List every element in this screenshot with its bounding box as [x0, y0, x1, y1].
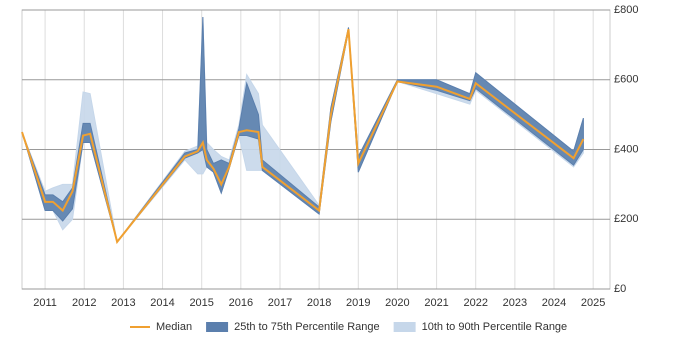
y-tick-label: £800	[614, 4, 638, 16]
x-tick-label: 2018	[307, 297, 331, 309]
x-tick-label: 2019	[346, 297, 370, 309]
legend-label: Median	[156, 321, 192, 333]
x-tick-label: 2012	[72, 297, 96, 309]
x-tick-label: 2024	[542, 297, 566, 309]
median-line	[21, 28, 585, 245]
x-tick-label: 2021	[424, 297, 448, 309]
x-tick-label: 2017	[268, 297, 292, 309]
y-tick-label: £0	[614, 283, 626, 295]
y-tick-label: £400	[614, 143, 638, 155]
x-tick-label: 2016	[229, 297, 253, 309]
y-tick-label: £200	[614, 213, 638, 225]
legend-label: 10th to 90th Percentile Range	[422, 321, 568, 333]
x-tick-label: 2020	[385, 297, 409, 309]
legend-swatch	[206, 322, 229, 332]
x-tick-label: 2014	[150, 297, 174, 309]
x-tick-label: 2013	[111, 297, 135, 309]
x-tick-label: 2011	[33, 297, 57, 309]
x-tick-label: 2022	[463, 297, 487, 309]
legend-label: 25th to 75th Percentile Range	[234, 321, 380, 333]
legend-swatch	[393, 322, 416, 332]
x-tick-label: 2023	[503, 297, 527, 309]
x-tick-label: 2015	[189, 297, 213, 309]
x-tick-label: 2025	[581, 297, 605, 309]
y-tick-label: £600	[614, 74, 638, 86]
